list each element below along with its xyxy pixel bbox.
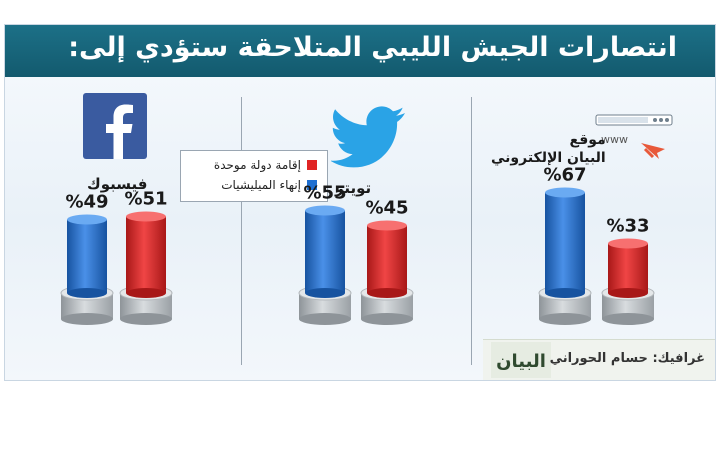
twitter-icon [330, 105, 407, 169]
brand-logo-text: البيان [496, 351, 546, 372]
data-label: %67 [543, 165, 586, 186]
legend-swatch [307, 180, 317, 190]
pedestal-base [539, 313, 591, 325]
pedestal-top [360, 285, 414, 301]
legend-swatch [307, 160, 317, 170]
bar [67, 219, 107, 293]
bar [608, 243, 648, 293]
pedestal [361, 293, 413, 319]
bar-bottom [67, 288, 107, 298]
pedestal-top [538, 285, 592, 301]
bar-top [608, 238, 648, 249]
data-label: %49 [65, 192, 108, 213]
bar-bottom [305, 288, 345, 298]
bar-bottom [608, 288, 648, 298]
pedestal-top [60, 285, 114, 301]
bar-bottom [545, 288, 585, 298]
legend-item: إقامة دولة موحدة [214, 158, 317, 172]
pedestal-top [601, 285, 655, 301]
bar [367, 225, 407, 293]
legend-item: إنهاء الميليشيات [221, 178, 317, 192]
bar-top [67, 214, 107, 225]
bar-top [126, 211, 166, 222]
pedestal-base [61, 313, 113, 325]
pedestal-base [602, 313, 654, 325]
pedestal-base [299, 313, 351, 325]
infographic-card: انتصارات الجيش الليبي المتلاحقة ستؤدي إل… [4, 24, 716, 381]
website-icon: www [595, 113, 675, 163]
pedestal-base [120, 313, 172, 325]
pedestal-top [298, 285, 352, 301]
title-bar: انتصارات الجيش الليبي المتلاحقة ستؤدي إل… [5, 25, 715, 77]
bar-chart: %49 %51 %55%45%67%33 [60, 165, 655, 325]
legend: إقامة دولة موحدة إنهاء الميليشيات [180, 150, 328, 202]
bar [305, 210, 345, 293]
brand-logo: البيان [491, 342, 551, 378]
column-divider [241, 97, 242, 365]
pedestal [539, 293, 591, 319]
bar-top [367, 220, 407, 231]
bar [545, 192, 585, 293]
legend-label: إنهاء الميليشيات [221, 178, 301, 192]
credit-box: البيان غرافيك: حسام الحوراني [483, 339, 715, 380]
pedestal-top [119, 285, 173, 301]
data-label: %33 [606, 216, 649, 237]
bar-bottom [367, 288, 407, 298]
column-label-twitter: تويتر [335, 179, 372, 197]
bar-top [305, 205, 345, 216]
pedestal [602, 293, 654, 319]
pedestal [61, 293, 113, 319]
pedestal [120, 293, 172, 319]
bar-bottom [126, 288, 166, 298]
column-label-facebook: فيسبوك [87, 175, 148, 193]
bar-top [545, 187, 585, 198]
data-label: %45 [365, 198, 408, 219]
bar [126, 216, 166, 293]
column-divider [471, 97, 472, 365]
column-label-website: موقع البيان الإلكتروني [491, 132, 606, 166]
facebook-icon [83, 93, 147, 159]
pedestal-base [361, 313, 413, 325]
website-icon-text: www [601, 133, 628, 146]
legend-label: إقامة دولة موحدة [213, 158, 301, 172]
credit-text: غرافيك: حسام الحوراني [549, 351, 705, 366]
page-title: انتصارات الجيش الليبي المتلاحقة ستؤدي إل… [68, 32, 677, 63]
pedestal [299, 293, 351, 319]
